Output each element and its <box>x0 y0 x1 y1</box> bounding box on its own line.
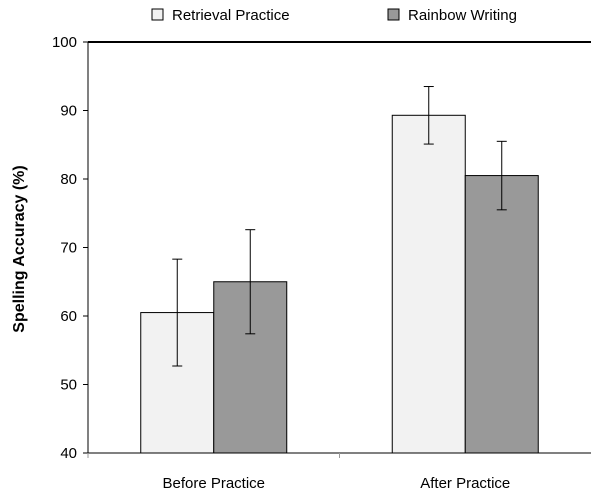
y-tick-label: 70 <box>60 240 77 257</box>
x-tick-label: After Practice <box>420 475 510 492</box>
x-tick-label: Before Practice <box>162 475 265 492</box>
bar <box>391 114 466 454</box>
legend-swatch <box>151 8 164 21</box>
y-tick-label: 40 <box>60 445 77 462</box>
y-tick-label: 50 <box>60 377 77 394</box>
y-tick-label: 60 <box>60 308 77 325</box>
y-axis-title: Spelling Accuracy (%) <box>11 165 28 332</box>
y-tick-label: 100 <box>52 34 77 51</box>
axes: 40 50 60 70 80 90 100 Before Practice After Prac… <box>52 34 591 492</box>
bars <box>140 114 539 454</box>
legend-swatch <box>387 8 400 21</box>
y-tick-label: 80 <box>60 171 77 188</box>
bar <box>464 175 539 454</box>
legend: Retrieval Practice Rainbow Writing <box>151 7 517 24</box>
legend-label: Rainbow Writing <box>408 7 517 24</box>
error-bars <box>172 86 507 367</box>
legend-label: Retrieval Practice <box>172 7 290 24</box>
y-tick-label: 90 <box>60 103 77 120</box>
